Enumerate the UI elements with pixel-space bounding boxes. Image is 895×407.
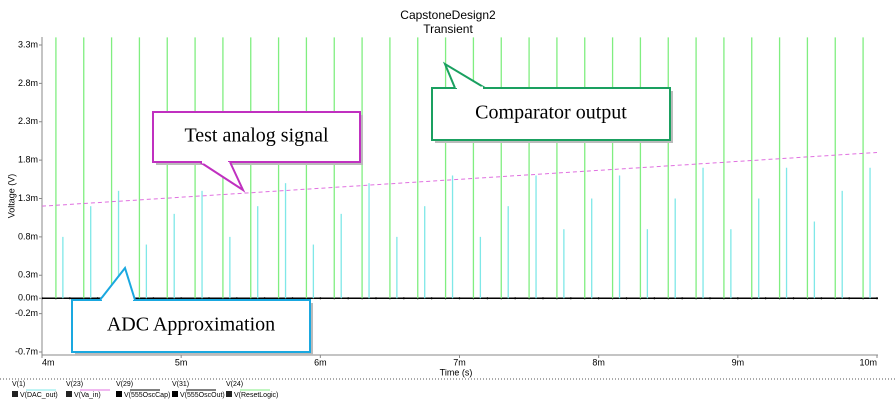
y-tick-label: 0.8m [18,231,38,241]
x-tick-label: 10m [859,357,877,367]
callout-box [431,87,671,141]
series-dot [235,297,238,300]
callout-box [71,299,311,353]
y-tick-label: 2.8m [18,78,38,88]
series-dot [180,297,183,300]
series-dot [792,297,795,300]
series-dot [291,297,294,300]
callout-pointer [199,161,246,193]
y-tick-label: 1.8m [18,155,38,165]
series-dot [625,297,628,300]
series-dot [876,297,878,300]
plot-area [42,37,878,300]
y-tick-label: 0.0m [18,293,38,303]
y-tick-label: 2.3m [18,116,38,126]
x-tick-label: 6m [314,357,327,367]
chart-title: CapstoneDesign2 [400,8,496,22]
series-dot [430,297,433,300]
callout-pointer [442,61,486,89]
series-dot [597,297,600,300]
legend-swatch [116,391,122,397]
series-dot [709,297,711,300]
legend-swatch [66,391,72,397]
x-tick-label: 4m [42,357,55,367]
series-dot [514,297,517,300]
x-tick-label: 5m [175,357,188,367]
legend-label: V(Va_in) [74,392,101,399]
series-dot [263,297,266,300]
series-dot [402,297,405,300]
x-tick-label: 9m [732,357,745,367]
series-dot [96,297,99,300]
series-dot [820,297,823,300]
series-dot [458,297,461,300]
series-dot [208,297,210,300]
y-tick-label: -0.2m [15,308,38,318]
series-dot [319,297,322,300]
y-tick-label: 0.3m [18,270,38,280]
y-tick-label: 3.3m [18,39,38,49]
legend-node: V(1) [12,381,25,388]
callout-pointer [99,265,136,301]
series-dot [375,297,377,300]
x-axis-label: Time (s) [440,367,473,377]
callout-box [152,111,361,163]
series-dot [681,297,684,300]
legend-label: V(555OscOut) [180,392,225,399]
annotations: Comparator output Test analog signal ADC A… [71,61,673,355]
series-dot [68,297,71,300]
legend-label: V(ResetLogic) [234,392,278,399]
series-dot [347,297,350,300]
series-dot [42,297,43,300]
series-dot [152,297,155,300]
legend-swatch [226,391,232,397]
x-tick-label: 7m [453,357,466,367]
series-dot [653,297,656,300]
series-dot [542,297,544,300]
legend-swatch [12,391,18,397]
y-tick-label: 1.3m [18,193,38,203]
legend-label: V(555OscCap) [124,392,170,399]
series-dot [736,297,739,300]
series-dot [486,297,489,300]
legend-node: V(24) [226,381,243,388]
legend-node: V(23) [66,381,83,388]
annotation: Test analog signal [184,125,329,147]
legend-swatch [172,391,178,397]
legend-label: V(DAC_out) [20,392,58,399]
y-tick-label: -0.7m [15,346,38,356]
legend-node: V(29) [116,381,133,388]
series-dot [764,297,767,300]
y-axis-label: Voltage (V) [6,174,16,219]
series-dot [848,297,851,300]
x-tick-label: 8m [592,357,605,367]
chart-subtitle: Transient [423,22,473,36]
series-dot [569,297,572,300]
legend-node: V(31) [172,381,189,388]
annotation: ADC Approximation [107,314,275,336]
annotation: Comparator output [475,102,627,124]
